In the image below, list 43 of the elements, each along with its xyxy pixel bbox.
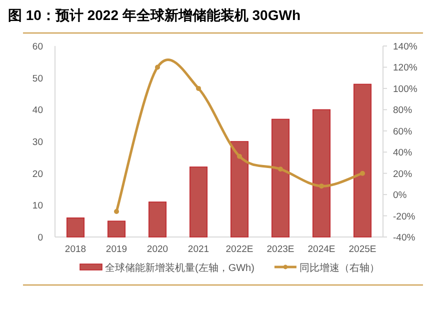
bar (312, 109, 331, 238)
bar (271, 118, 290, 238)
y2-tick-label: -40% (393, 232, 416, 244)
y-tick-label: 40 (32, 105, 43, 116)
legend-label: 同比增速（右轴） (299, 262, 380, 274)
y2-tick-label: 60% (393, 126, 413, 138)
y2-tick-label: 20% (393, 168, 413, 180)
chart-title: 图 10：预计 2022 年全球新增储能装机 30GWh (8, 7, 301, 23)
bar (189, 166, 208, 238)
legend-label: 全球储能新增装机量(左轴，GWh) (105, 262, 254, 274)
bar (148, 202, 167, 238)
y-tick-label: 0 (38, 232, 43, 244)
y2-tick-label: 80% (393, 105, 413, 116)
bar (353, 84, 372, 238)
x-tick-label: 2018 (64, 244, 86, 255)
y-tick-label: 30 (32, 137, 43, 148)
point (319, 184, 324, 189)
point (114, 209, 119, 214)
y2-tick-label: 140% (393, 42, 418, 52)
bar (66, 218, 85, 238)
y-tick-label: 50 (32, 73, 43, 84)
y-tick-label: 20 (32, 168, 43, 180)
y-tick-label: 60 (32, 42, 43, 52)
x-tick-label: 2022E (226, 244, 254, 255)
y2-tick-label: 0% (393, 190, 408, 202)
bar (107, 220, 126, 238)
y2-tick-label: 100% (393, 84, 418, 95)
point (278, 166, 283, 172)
point (237, 154, 242, 159)
x-tick-label: 2019 (106, 244, 128, 255)
x-tick-label: 2023E (266, 244, 294, 255)
bar (230, 141, 249, 238)
x-tick-label: 2024E (308, 244, 336, 255)
x-tick-label: 2025E (348, 244, 376, 255)
y-tick-label: 10 (32, 200, 43, 212)
point (196, 86, 201, 91)
point (360, 170, 365, 176)
point (155, 64, 160, 70)
x-tick-label: 2021 (188, 244, 210, 255)
x-tick-label: 2020 (146, 244, 168, 255)
y2-tick-label: -20% (393, 211, 416, 222)
y2-tick-label: 120% (393, 62, 418, 74)
y2-tick-label: 40% (393, 148, 413, 159)
